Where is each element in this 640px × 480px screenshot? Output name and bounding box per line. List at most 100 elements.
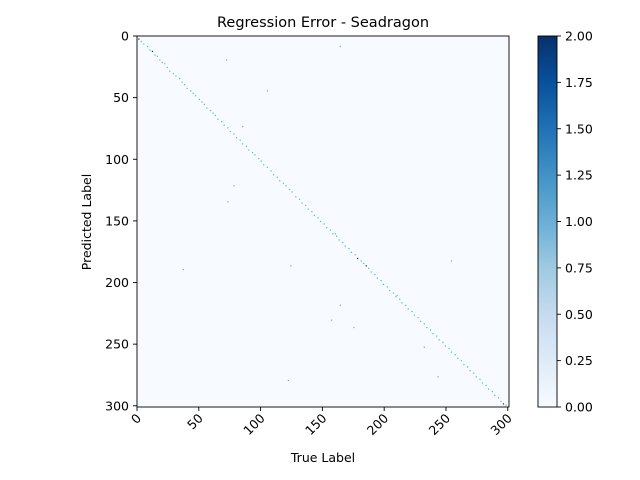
y-tick-label: 300 (105, 398, 129, 413)
heatmap-cell-offdiagonal (331, 319, 333, 321)
heatmap-cell (214, 114, 217, 117)
heatmap-cell (329, 229, 332, 231)
heatmap-cell (395, 296, 397, 298)
heatmap-cell (323, 223, 325, 225)
heatmap-cell (342, 241, 344, 244)
heatmap-cell (190, 90, 192, 92)
heatmap-cell (307, 208, 309, 210)
heatmap-cell-offdiagonal (339, 304, 341, 306)
heatmap-cell (229, 130, 231, 133)
heatmap-cell (442, 341, 444, 343)
heatmap-cell (263, 164, 265, 166)
heatmap-cell (491, 390, 493, 393)
heatmap-cell-offdiagonal (225, 59, 228, 61)
heatmap-cell (389, 289, 391, 292)
y-tick-label: 100 (105, 152, 129, 167)
heatmap-cell (429, 329, 432, 331)
heatmap-cell (417, 317, 419, 319)
heatmap-cell (201, 101, 203, 103)
heatmap-cell (140, 40, 142, 43)
heatmap-cell (423, 323, 425, 325)
heatmap-cell (444, 345, 446, 347)
heatmap-cell (272, 174, 275, 176)
heatmap-cell (426, 326, 428, 329)
heatmap-cell (183, 84, 186, 86)
heatmap-cell (485, 384, 487, 387)
heatmap-cell (370, 271, 372, 273)
heatmap-cell (479, 378, 481, 380)
heatmap-cell (138, 38, 140, 40)
heatmap-cell (348, 248, 350, 250)
heatmap-cell (195, 95, 197, 97)
heatmap-cell-offdiagonal (396, 294, 398, 297)
heatmap-cell (360, 260, 362, 262)
heatmap-cell (192, 92, 194, 94)
heatmap-cell (413, 314, 416, 316)
colorbar-tick-label: 1.75 (565, 75, 593, 90)
y-tick-label: 0 (121, 29, 129, 44)
x-tick-label: 150 (302, 410, 330, 438)
heatmap-cell (279, 180, 281, 182)
heatmap-cell (172, 72, 175, 75)
heatmap-cell (338, 239, 340, 241)
heatmap-cell (146, 45, 149, 48)
heatmap-cell (260, 160, 262, 162)
heatmap-cell-offdiagonal (339, 45, 341, 48)
heatmap-cell (382, 283, 385, 285)
heatmap-cell (376, 277, 378, 279)
heatmap-cell (420, 320, 422, 322)
heatmap-cell (289, 188, 291, 191)
heatmap-cell (497, 397, 500, 399)
heatmap-cell (460, 360, 463, 362)
heatmap-cell (386, 286, 388, 288)
heatmap-cell (198, 98, 201, 101)
y-tick-label: 200 (105, 275, 129, 290)
heatmap-cell (143, 43, 145, 45)
heatmap-cell-offdiagonal (423, 346, 425, 348)
colorbar-ticks: 0.00 0.25 0.50 0.75 1.00 1.25 1.50 1.75 2.00 (557, 29, 593, 415)
heatmap-cell (221, 121, 223, 123)
heatmap-cell (344, 245, 346, 247)
heatmap-cell (356, 257, 359, 260)
heatmap-cell (149, 49, 151, 51)
heatmap-cell (399, 298, 401, 300)
heatmap-cell (209, 109, 212, 112)
heatmap-cell (469, 370, 471, 372)
heatmap-cell-offdiagonal (287, 379, 290, 382)
heatmap-cell (368, 267, 370, 269)
colorbar-tick-label: 0.00 (565, 400, 593, 415)
heatmap-cell (365, 265, 367, 267)
colorbar-tick-label: 0.75 (565, 260, 593, 275)
heatmap-cell (502, 403, 505, 405)
heatmap-cell (374, 273, 376, 276)
heatmap-cell (212, 112, 214, 114)
heatmap-cell (251, 151, 254, 154)
heatmap-cell (436, 335, 438, 337)
heatmap-cell (245, 145, 247, 147)
heatmap-cell (481, 382, 484, 384)
heatmap-cell (354, 254, 356, 256)
heatmap-cell (313, 214, 315, 216)
heatmap-cell-offdiagonal (227, 201, 229, 203)
x-tick-label: 250 (426, 410, 454, 438)
heatmap-cell (335, 235, 338, 237)
x-axis: 0 50 100 150 200 250 300 (128, 407, 515, 438)
heatmap-cell (169, 70, 171, 72)
heatmap-cell (317, 217, 319, 219)
heatmap-cell (466, 366, 469, 368)
heatmap-cell (457, 357, 459, 359)
heatmap-cell (405, 304, 407, 306)
heatmap-cell-offdiagonal (353, 326, 355, 329)
heatmap-cell (151, 50, 154, 53)
colorbar-tick-label: 2.00 (565, 29, 593, 44)
heatmap-cell (217, 118, 219, 120)
colorbar-tick-label: 1.00 (565, 214, 593, 229)
heatmap-cell (448, 347, 450, 350)
heatmap-cell (311, 211, 313, 213)
heatmap-cell (179, 77, 181, 80)
heatmap-cell (450, 351, 453, 353)
plot-frame (136, 35, 510, 408)
heatmap-cell (380, 280, 382, 282)
heatmap-cell-offdiagonal (266, 90, 269, 92)
